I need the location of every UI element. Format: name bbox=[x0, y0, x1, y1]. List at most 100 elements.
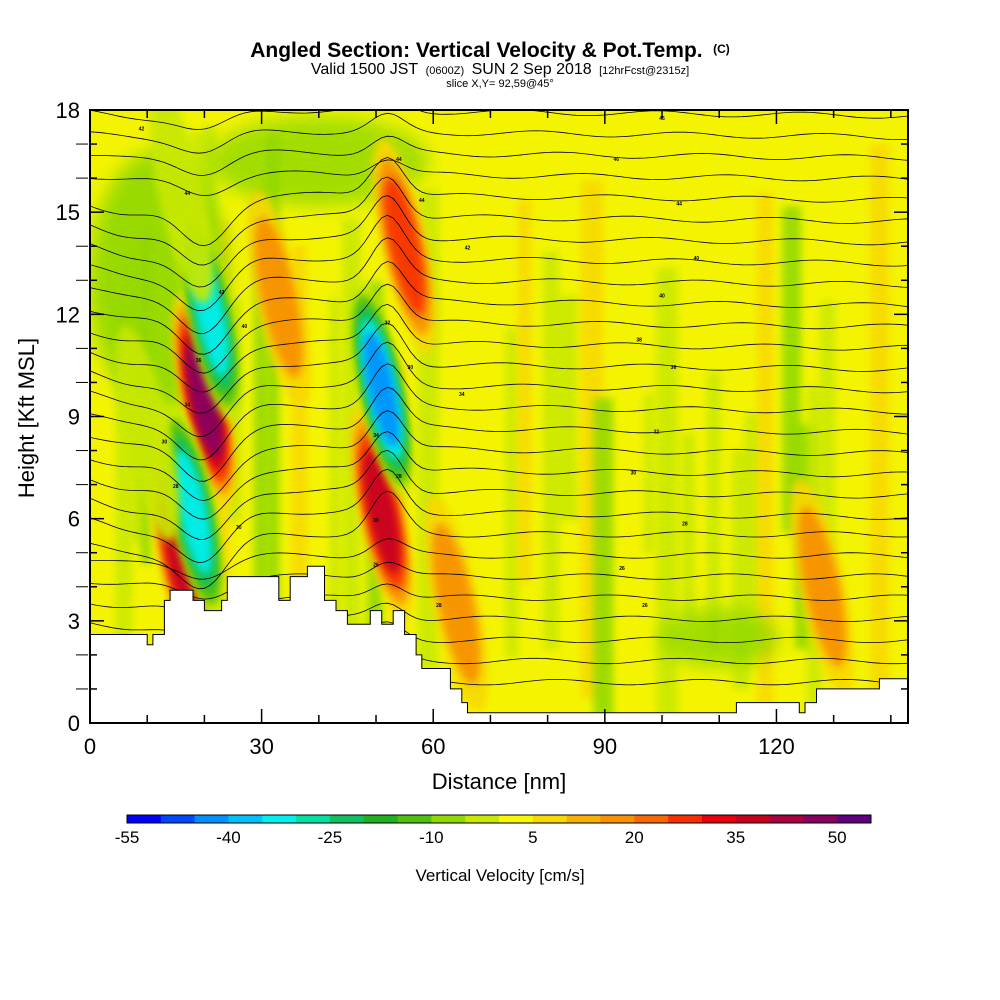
isentrope-label: 26 bbox=[373, 562, 379, 568]
isentrope-label: 34 bbox=[184, 402, 190, 408]
colorbar-swatch bbox=[296, 815, 331, 823]
x-tick-label: 60 bbox=[421, 734, 445, 759]
colorbar-swatch bbox=[194, 815, 229, 823]
velocity-band bbox=[555, 295, 578, 521]
colorbar-swatch bbox=[803, 815, 838, 823]
chart-title: Angled Section: Vertical Velocity & Pot.… bbox=[250, 39, 730, 62]
velocity-band bbox=[517, 199, 532, 583]
weak-downdraft-region bbox=[659, 607, 780, 668]
isentrope-label: 28 bbox=[396, 474, 402, 480]
x-tick-label: 0 bbox=[84, 734, 96, 759]
colorbar-tick-label: -55 bbox=[115, 828, 140, 847]
field-cells bbox=[115, 110, 855, 712]
colorbar-tick-label: -25 bbox=[318, 828, 343, 847]
velocity-band bbox=[756, 192, 774, 722]
isentrope-line bbox=[90, 561, 908, 600]
velocity-band bbox=[543, 251, 560, 650]
isentrope-line bbox=[90, 110, 908, 130]
isentrope-label: 28 bbox=[173, 484, 179, 490]
isentrope-label: 40 bbox=[659, 293, 665, 299]
velocity-band bbox=[505, 328, 519, 657]
isentrope-line bbox=[90, 135, 908, 176]
isentrope-label: 30 bbox=[408, 365, 414, 371]
downdraft-cell bbox=[115, 325, 180, 542]
isentrope-line bbox=[90, 214, 908, 312]
isentrope-label: 36 bbox=[196, 358, 202, 364]
isentrope-label: 36 bbox=[671, 365, 677, 371]
x-tick-labels: 0 30 60 90 120 bbox=[84, 734, 795, 759]
velocity-band bbox=[593, 397, 614, 719]
downdraft-cell bbox=[174, 449, 212, 574]
isentrope-line bbox=[90, 322, 908, 414]
isentropes bbox=[90, 110, 908, 707]
colorbar-tick-label: 35 bbox=[726, 828, 745, 847]
isentrope-line bbox=[90, 159, 908, 197]
colorbar-swatch bbox=[397, 815, 432, 823]
x-tick-label: 90 bbox=[593, 734, 617, 759]
y-tick-label: 3 bbox=[68, 609, 80, 634]
isentrope-line bbox=[90, 195, 908, 288]
isentrope-label: 44 bbox=[396, 157, 402, 163]
isentrope-line bbox=[90, 410, 908, 502]
colorbar-swatch bbox=[363, 815, 399, 823]
updraft-cell bbox=[798, 506, 847, 668]
isentrope-line bbox=[90, 176, 908, 266]
isentrope-label: 44 bbox=[676, 201, 682, 207]
isentrope-label: 40 bbox=[242, 324, 248, 330]
terrain bbox=[90, 565, 908, 723]
y-tick-label: 0 bbox=[68, 711, 80, 736]
isentrope-label: 44 bbox=[419, 198, 425, 204]
isentrope-label: 34 bbox=[459, 392, 465, 398]
velocity-band bbox=[870, 144, 890, 699]
colorbar-tick-labels: -55 -40 -25 -10 5 20 35 50 bbox=[115, 828, 847, 847]
velocity-band bbox=[643, 393, 655, 554]
updraft-cell bbox=[362, 449, 401, 574]
colorbar-swatch bbox=[735, 815, 771, 823]
isentrope-label: 44 bbox=[184, 191, 190, 197]
colorbar-swatch bbox=[566, 815, 601, 823]
velocity-band bbox=[681, 432, 696, 623]
downdraft-cell bbox=[149, 110, 214, 303]
isentrope-line bbox=[90, 468, 908, 564]
colorbar-swatch bbox=[769, 815, 804, 823]
updraft-cell bbox=[432, 523, 481, 685]
isentrope-line bbox=[90, 303, 908, 393]
colorbar-swatch bbox=[499, 815, 534, 823]
y-tick-label: 18 bbox=[56, 98, 80, 123]
isentrope-line bbox=[90, 156, 908, 247]
y-tick-label: 9 bbox=[68, 405, 80, 430]
isentrope-line bbox=[90, 260, 908, 355]
colorbar-swatch bbox=[329, 815, 365, 823]
colorbar-tick-label: 50 bbox=[828, 828, 847, 847]
isentrope-label: 26 bbox=[619, 566, 625, 572]
isentrope-label: 42 bbox=[465, 246, 471, 252]
isentrope-label: 38 bbox=[636, 338, 642, 344]
isentrope-line bbox=[90, 283, 908, 374]
isentrope-line bbox=[90, 386, 908, 482]
downdraft-cell bbox=[364, 331, 400, 448]
colorbar-swatch bbox=[668, 815, 703, 823]
colorbar-swatch bbox=[837, 815, 872, 823]
colorbar-swatch bbox=[160, 815, 196, 823]
x-tick-label: 30 bbox=[249, 734, 273, 759]
axis-ticks bbox=[76, 109, 908, 724]
colorbar-swatch bbox=[262, 815, 297, 823]
isentrope-line bbox=[90, 237, 908, 334]
isentrope-line bbox=[90, 112, 908, 154]
isentrope-label: 42 bbox=[219, 290, 225, 296]
velocity-band bbox=[329, 297, 341, 678]
colorbar-tick-label: -40 bbox=[216, 828, 241, 847]
isentrope-label: 30 bbox=[236, 525, 242, 531]
colorbar-tick-label: 20 bbox=[625, 828, 644, 847]
isentrope-label: 46 bbox=[613, 157, 619, 163]
colorbar-swatch bbox=[431, 815, 466, 823]
y-tick-labels: 0 3 6 9 12 15 18 bbox=[56, 98, 80, 736]
colorbar-frame bbox=[126, 814, 872, 824]
x-tick-label: 120 bbox=[758, 734, 795, 759]
velocity-band bbox=[706, 372, 721, 651]
colorbar-tick-label: -10 bbox=[419, 828, 444, 847]
chart-subtitle: Valid 1500 JST (0600Z) SUN 2 Sep 2018 [1… bbox=[311, 61, 689, 78]
isentrope-label: 28 bbox=[682, 521, 688, 527]
isentrope-line bbox=[90, 363, 908, 461]
